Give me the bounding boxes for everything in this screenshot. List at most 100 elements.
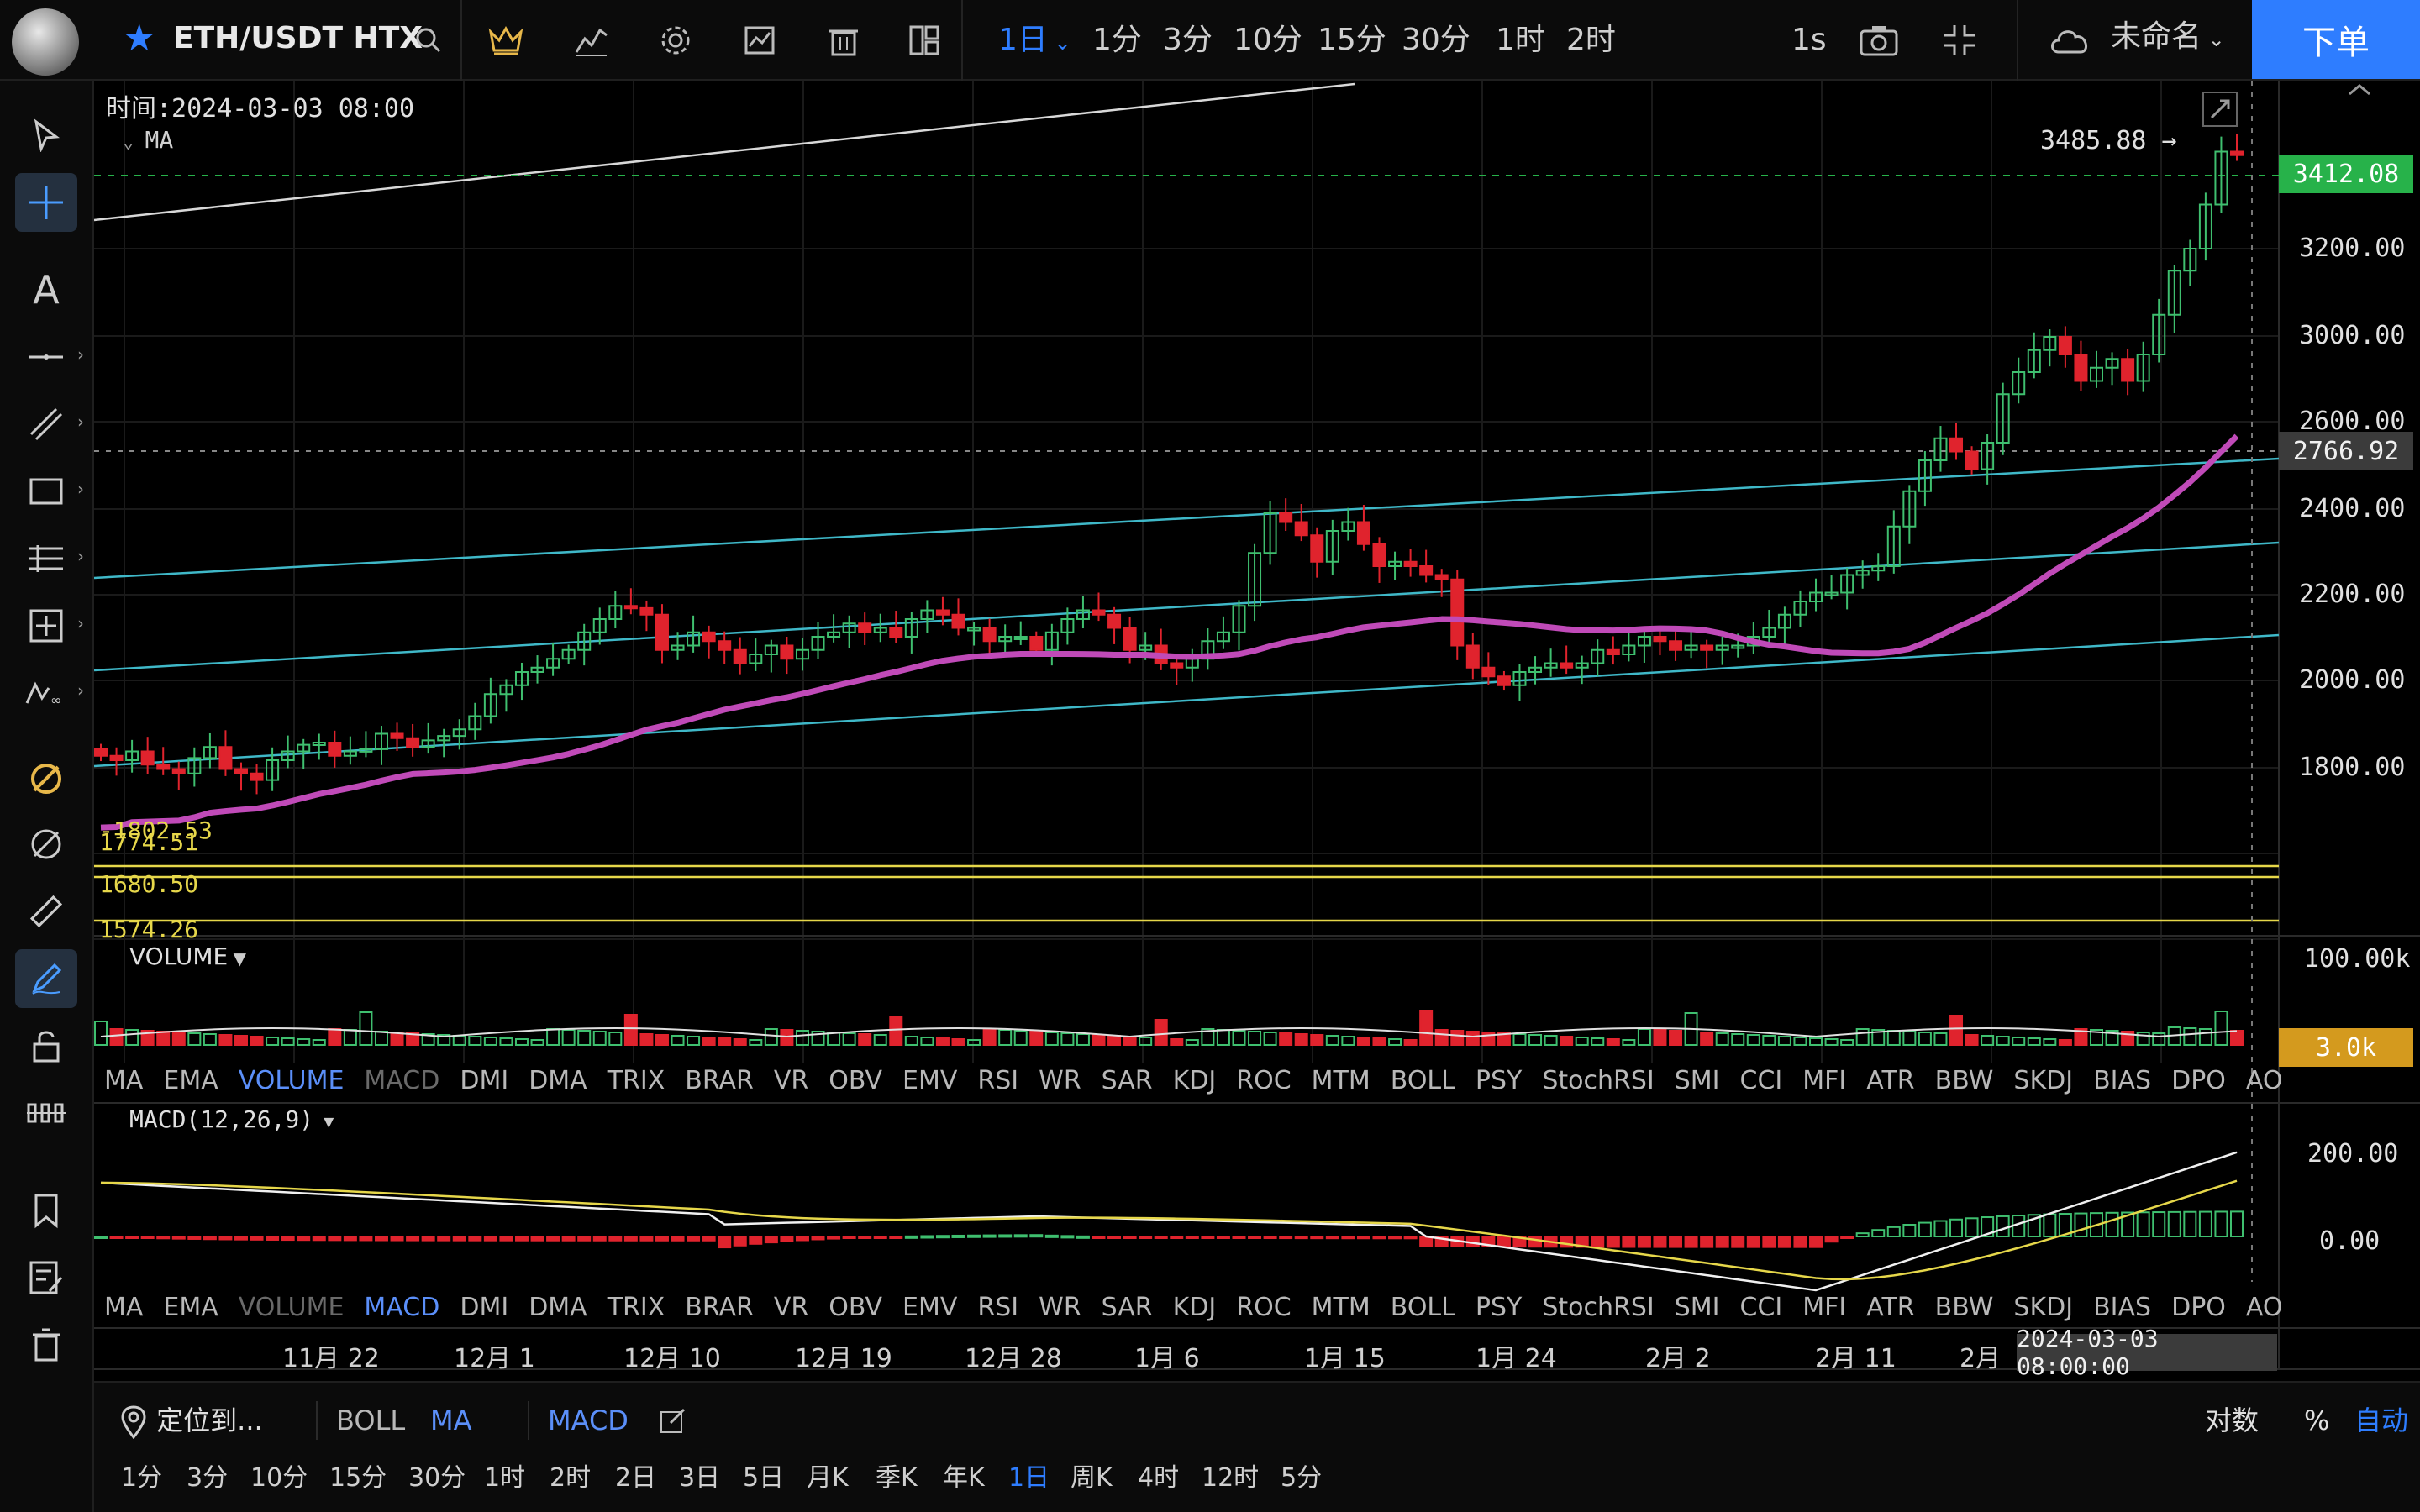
period-3日[interactable]: 3日 [679,1463,721,1493]
indicator-tab[interactable]: OBV [829,1293,883,1322]
indicator-tab[interactable]: StochRSI [1542,1293,1655,1322]
indicator-tab[interactable]: DMI [460,1293,509,1322]
fullscreen-icon[interactable] [1934,15,1985,66]
period-12时[interactable]: 12时 [1202,1463,1260,1493]
indicator-tab[interactable]: CCI [1739,1066,1783,1095]
indicator-tab[interactable]: ROC [1236,1293,1292,1322]
period-5分[interactable]: 5分 [1281,1463,1323,1493]
indicator-tab[interactable]: AO [2245,1066,2283,1095]
indicator-tab[interactable]: SKDJ [2013,1293,2074,1322]
indicator-tab[interactable]: MTM [1311,1066,1370,1095]
indicator-tab[interactable]: SAR [1101,1066,1153,1095]
edit-indicator-icon[interactable] [659,1406,687,1438]
indicator-tab[interactable]: CCI [1739,1293,1783,1322]
magnet-strong-icon[interactable] [15,749,77,808]
indicator-tab[interactable]: BIAS [2093,1066,2152,1095]
unlock-icon[interactable] [15,1016,77,1075]
interval-dropdown[interactable]: 1日 ⌄ [998,23,1071,57]
indicator-tab[interactable]: MFI [1802,1066,1847,1095]
collapse-chevron-icon[interactable] [2344,81,2375,99]
channel-tool-icon[interactable] [15,395,77,454]
indicator-tab[interactable]: ATR [1866,1066,1915,1095]
indicator-tab[interactable]: BRAR [685,1293,754,1322]
measure-tool-icon[interactable] [15,596,77,655]
indicator-tab[interactable]: MACD [364,1293,440,1322]
indicator-tab[interactable]: EMA [163,1293,218,1322]
indicator-tab[interactable]: BBW [1934,1066,1994,1095]
indicator-tab[interactable]: WR [1039,1293,1081,1322]
cloud-icon[interactable] [2045,15,2096,66]
indicator-tab[interactable]: KDJ [1172,1293,1217,1322]
indicator-tab[interactable]: KDJ [1172,1066,1217,1095]
indicator-tab[interactable]: SMI [1674,1293,1720,1322]
crown-icon[interactable] [481,15,531,66]
period-季K[interactable]: 季K [876,1463,918,1493]
indicator-tab[interactable]: OBV [829,1066,883,1095]
indicator-tab[interactable]: EMV [902,1066,958,1095]
period-月K[interactable]: 月K [807,1463,849,1493]
symbol-title[interactable]: ETH/USDT HTX [173,21,423,55]
camera-icon[interactable] [1854,15,1904,66]
indicator-tab[interactable]: TRIX [607,1066,666,1095]
indicator-tab[interactable]: EMV [902,1293,958,1322]
order-button[interactable]: 下单 [2252,0,2420,79]
period-4时[interactable]: 4时 [1138,1463,1180,1493]
bookmark-icon[interactable] [15,1181,77,1240]
search-icon[interactable] [403,15,454,66]
indicator-tab[interactable]: EMA [163,1066,218,1095]
line-tool-icon[interactable] [15,328,77,386]
magnet-weak-icon[interactable] [15,815,77,874]
indicator-tab[interactable]: MTM [1311,1293,1370,1322]
indicator-tab[interactable]: RSI [977,1066,1019,1095]
indicator-tab[interactable]: VOLUME [238,1293,345,1322]
rectangle-tool-icon[interactable] [15,462,77,521]
settings-gear-icon[interactable] [650,15,701,66]
indicator-tab[interactable]: DMA [529,1066,587,1095]
indicator-tab[interactable]: SAR [1101,1293,1153,1322]
indicator-tab[interactable]: MA [104,1066,144,1095]
indicator-tab[interactable]: RSI [977,1293,1019,1322]
period-周K[interactable]: 周K [1071,1463,1113,1493]
indicator-tab[interactable]: DMI [460,1066,509,1095]
ruler-icon[interactable] [15,882,77,941]
wave-tool-icon[interactable]: ∞ [15,664,77,722]
pen-drawing-icon[interactable] [15,949,77,1008]
indicator-tab[interactable]: DPO [2171,1066,2226,1095]
show-hide-icon[interactable] [15,1084,77,1142]
edit-list-icon[interactable] [15,1248,77,1307]
interval-2[interactable]: 3分 [1163,23,1213,57]
period-30分[interactable]: 30分 [408,1463,466,1493]
indicator-tab[interactable]: TRIX [607,1293,666,1322]
indicator-tab[interactable]: ROC [1236,1066,1292,1095]
overlay-boll[interactable]: BOLL [336,1404,406,1436]
interval-3[interactable]: 10分 [1234,23,1302,57]
indicator-tab[interactable]: BOLL [1390,1066,1455,1095]
indicator-tab[interactable]: WR [1039,1066,1081,1095]
indicator-tab[interactable]: StochRSI [1542,1066,1655,1095]
indicator-tab[interactable]: MA [104,1293,144,1322]
sub-indicator-macd[interactable]: MACD [548,1404,629,1436]
crosshair-icon[interactable] [15,173,77,232]
period-5日[interactable]: 5日 [743,1463,785,1493]
period-年K[interactable]: 年K [943,1463,985,1493]
period-1分[interactable]: 1分 [121,1463,163,1493]
interval-1[interactable]: 1分 [1092,23,1142,57]
indicator-tab[interactable]: SMI [1674,1066,1720,1095]
period-2时[interactable]: 2时 [550,1463,592,1493]
indicator-tab[interactable]: ATR [1866,1293,1915,1322]
interval-4[interactable]: 15分 [1318,23,1386,57]
text-tool-icon[interactable]: A [33,267,60,312]
volume-legend[interactable]: VOLUME ▼ [129,942,246,970]
chart-type-icon[interactable] [734,15,785,66]
refresh-rate[interactable]: 1s [1791,23,1827,57]
indicator-tab[interactable]: DPO [2171,1293,2226,1322]
favorite-star-icon[interactable]: ★ [123,17,156,60]
indicator-tab[interactable]: VR [773,1066,809,1095]
period-1日[interactable]: 1日 [1008,1463,1050,1493]
log-scale-toggle[interactable]: 对数 [2205,1404,2260,1436]
chart-area[interactable] [94,81,2420,1383]
period-1时[interactable]: 1时 [484,1463,526,1493]
period-2日[interactable]: 2日 [615,1463,657,1493]
cursor-arrow-icon[interactable] [15,106,77,165]
indicator-tab[interactable]: MACD [364,1066,440,1095]
